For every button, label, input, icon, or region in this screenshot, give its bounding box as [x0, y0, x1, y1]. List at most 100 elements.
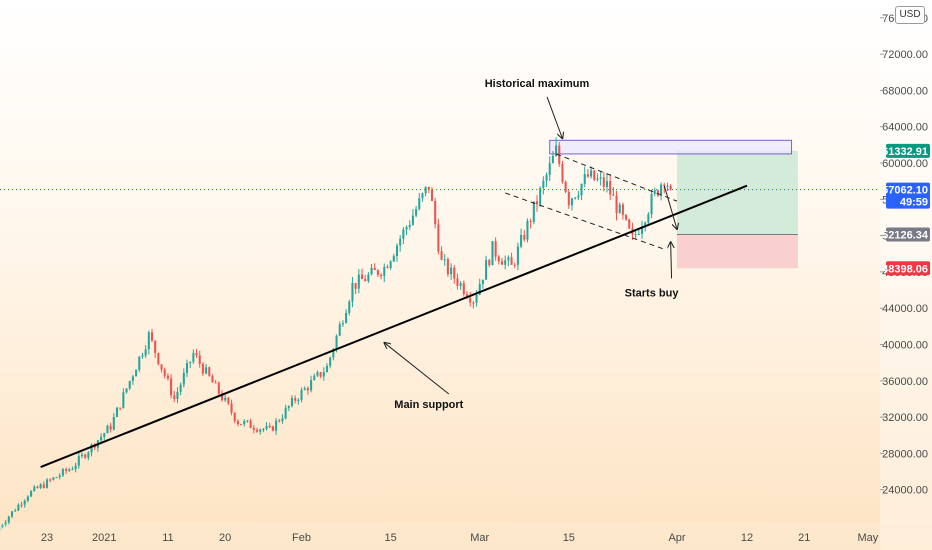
candle-up	[539, 187, 542, 205]
candle-down	[220, 393, 224, 401]
candle-down	[166, 375, 169, 379]
candle-up	[574, 197, 577, 199]
candle-up	[640, 226, 644, 234]
candle-up	[147, 332, 150, 350]
x-tick-label: 15	[385, 532, 397, 544]
candle-up	[443, 259, 446, 261]
annotation-label: Main support	[394, 399, 463, 411]
candle-up	[310, 380, 313, 391]
candle-up	[329, 357, 332, 366]
y-tick-label: 44000.00	[882, 303, 928, 315]
candle-up	[112, 416, 115, 430]
candle-down	[163, 369, 166, 376]
candle-up	[287, 405, 290, 408]
candle-up	[300, 389, 303, 400]
candle-up	[275, 420, 278, 431]
candle-up	[182, 372, 185, 385]
candle-up	[520, 234, 523, 247]
candle-down	[380, 274, 383, 276]
candle-up	[647, 214, 650, 223]
candle-down	[170, 378, 173, 396]
candle-up	[545, 174, 548, 181]
y-tick-label: 32000.00	[882, 412, 928, 424]
candle-down	[227, 397, 230, 404]
candle-up	[23, 500, 26, 505]
candle-down	[49, 479, 52, 481]
currency-badge[interactable]: USD	[895, 6, 925, 24]
candle-up	[421, 193, 424, 199]
y-tick-label: 72000.00	[882, 49, 928, 61]
candle-down	[564, 181, 567, 192]
time-axis-panel[interactable]	[0, 523, 880, 550]
candle-down	[437, 224, 440, 252]
candle-up	[135, 370, 138, 377]
candle-down	[656, 190, 659, 196]
candle-up	[303, 388, 306, 390]
candle-down	[621, 204, 624, 215]
candle-up	[61, 469, 64, 476]
candle-down	[602, 177, 605, 187]
candle-up	[14, 510, 17, 512]
candle-down	[628, 219, 631, 229]
candle-up	[205, 367, 208, 374]
candle-down	[211, 375, 214, 383]
candle-down	[567, 191, 570, 206]
candle-up	[634, 234, 637, 236]
candle-up	[485, 260, 488, 280]
candle-down	[84, 454, 87, 458]
candle-up	[313, 375, 316, 381]
candle-up	[106, 425, 109, 434]
price-tag-0: 61332.91	[882, 146, 928, 158]
candle-up	[389, 261, 392, 268]
candle-up	[103, 433, 106, 437]
candle-up	[125, 388, 128, 393]
candle-down	[469, 297, 472, 303]
price-tag-1: 52126.34	[882, 229, 929, 241]
candle-up	[26, 496, 29, 501]
candle-up	[516, 246, 519, 265]
channel-upper-line	[555, 153, 678, 202]
candle-down	[462, 283, 465, 295]
candle-down	[430, 189, 434, 202]
candle-down	[615, 195, 618, 214]
candle-down	[236, 420, 239, 425]
candle-down	[160, 364, 163, 370]
y-tick-label: 40000.00	[882, 340, 928, 352]
candle-up	[259, 429, 262, 432]
candle-down	[201, 363, 204, 374]
candle-down	[208, 367, 211, 376]
candle-up	[650, 194, 653, 215]
candle-up	[176, 391, 179, 399]
candle-up	[402, 229, 405, 239]
candle-down	[523, 234, 526, 240]
candle-down	[109, 425, 112, 430]
candle-up	[341, 322, 344, 325]
candle-down	[625, 214, 628, 220]
x-tick-label: Feb	[292, 532, 311, 544]
candle-up	[637, 233, 640, 235]
candle-up	[39, 484, 42, 489]
x-tick-label: 11	[162, 532, 173, 544]
candle-down	[240, 424, 243, 426]
main-support-trendline	[40, 184, 748, 468]
candle-down	[36, 486, 39, 489]
candle-up	[185, 362, 189, 373]
candle-down	[157, 353, 160, 365]
candle-up	[666, 185, 669, 187]
candle-up	[411, 215, 414, 225]
candle-up	[532, 201, 535, 222]
candle-down	[319, 372, 322, 377]
candle-up	[507, 257, 510, 261]
candle-up	[74, 465, 77, 470]
candle-up	[367, 274, 370, 282]
y-tick-label: 36000.00	[882, 376, 928, 388]
candle-up	[338, 324, 341, 336]
candle-up	[555, 145, 558, 156]
candle-up	[415, 209, 418, 216]
candle-down	[440, 251, 443, 260]
candle-up	[399, 238, 402, 246]
candle-down	[233, 412, 236, 421]
candle-up	[33, 486, 36, 491]
